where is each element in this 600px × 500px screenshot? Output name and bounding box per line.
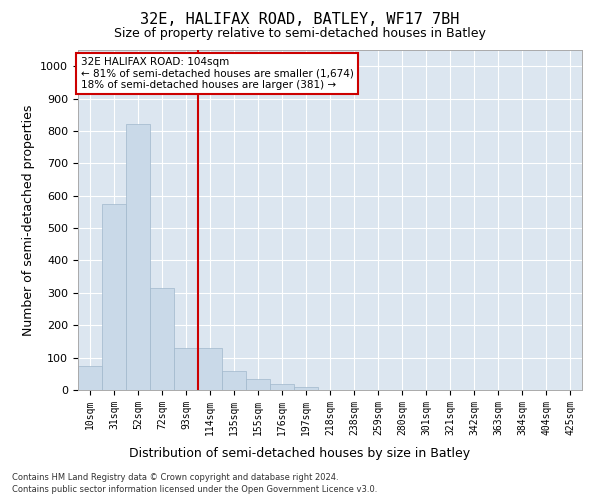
Y-axis label: Number of semi-detached properties: Number of semi-detached properties [22,104,35,336]
Text: 32E HALIFAX ROAD: 104sqm
← 81% of semi-detached houses are smaller (1,674)
18% o: 32E HALIFAX ROAD: 104sqm ← 81% of semi-d… [80,57,353,90]
Text: Size of property relative to semi-detached houses in Batley: Size of property relative to semi-detach… [114,28,486,40]
Bar [78,366,102,390]
Text: Contains HM Land Registry data © Crown copyright and database right 2024.: Contains HM Land Registry data © Crown c… [12,472,338,482]
Bar [294,387,318,390]
Bar [270,384,294,390]
Text: Contains public sector information licensed under the Open Government Licence v3: Contains public sector information licen… [12,485,377,494]
Bar [150,288,174,390]
Bar [102,204,126,390]
Bar [174,348,198,390]
Text: 32E, HALIFAX ROAD, BATLEY, WF17 7BH: 32E, HALIFAX ROAD, BATLEY, WF17 7BH [140,12,460,28]
Bar [246,378,270,390]
Bar [222,370,246,390]
Bar [126,124,150,390]
Text: Distribution of semi-detached houses by size in Batley: Distribution of semi-detached houses by … [130,448,470,460]
Bar [198,348,222,390]
